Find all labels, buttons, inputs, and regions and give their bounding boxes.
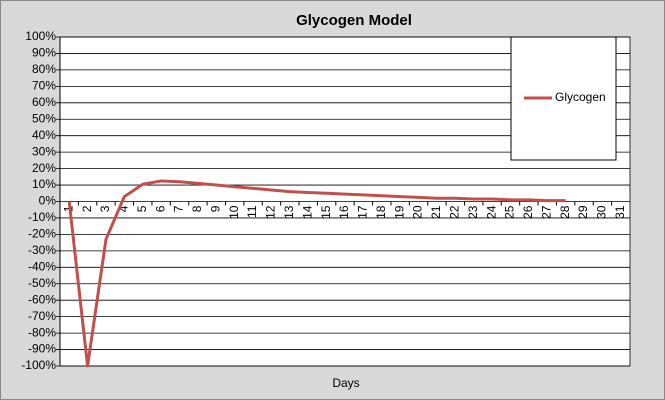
y-tick-label: -100%	[21, 358, 56, 372]
y-tick-label: -50%	[28, 276, 56, 290]
x-tick-label: 8	[190, 205, 204, 212]
y-tick-label: -80%	[28, 325, 56, 339]
x-tick-label: 1	[61, 205, 75, 212]
x-tick-label: 23	[466, 205, 480, 219]
y-tick-label: 20%	[32, 161, 56, 175]
x-tick-label: 26	[521, 205, 535, 219]
x-tick-label: 5	[135, 205, 149, 212]
x-tick-label: 6	[153, 205, 167, 212]
x-tick-label: 27	[539, 205, 553, 219]
x-tick-label: 3	[98, 205, 112, 212]
x-tick-label: 24	[484, 205, 498, 219]
x-tick-label: 13	[282, 205, 296, 219]
x-tick-label: 7	[172, 205, 186, 212]
y-tick-label: -60%	[28, 292, 56, 306]
x-tick-label: 31	[613, 205, 627, 219]
x-tick-label: 2	[80, 205, 94, 212]
y-tick-label: 100%	[25, 29, 56, 43]
x-tick-label: 19	[392, 205, 406, 219]
y-tick-label: -40%	[28, 259, 56, 273]
x-tick-label: 16	[337, 205, 351, 219]
x-tick-label: 11	[245, 205, 259, 218]
y-tick-label: 70%	[32, 79, 56, 93]
data-line	[67, 179, 566, 368]
x-tick-label: 4	[117, 205, 131, 212]
x-tick-label: 25	[503, 205, 517, 219]
y-tick-label: -20%	[28, 227, 56, 241]
x-tick-label: 28	[558, 205, 572, 219]
x-tick-label: 21	[429, 205, 443, 219]
y-tick-label: -90%	[28, 342, 56, 356]
x-tick-label: 9	[208, 205, 222, 212]
y-tick-label: -70%	[28, 309, 56, 323]
y-tick-label: 50%	[32, 111, 56, 125]
x-axis-title: Days	[332, 376, 359, 390]
x-tick-label: 20	[411, 205, 425, 219]
y-tick-label: 80%	[32, 62, 56, 76]
x-tick-label: 17	[356, 205, 370, 219]
x-tick-label: 12	[264, 205, 278, 219]
x-tick-label: 18	[374, 205, 388, 219]
x-tick-label: 22	[447, 205, 461, 219]
x-tick-label: 10	[227, 205, 241, 219]
y-tick-label: 0%	[39, 194, 57, 208]
y-tick-label: -30%	[28, 243, 56, 257]
y-tick-label: 60%	[32, 95, 56, 109]
y-tick-label: 90%	[32, 46, 56, 60]
x-tick-label: 30	[595, 205, 609, 219]
y-tick-label: 10%	[32, 177, 56, 191]
y-tick-label: 40%	[32, 128, 56, 142]
x-tick-label: 14	[300, 205, 314, 219]
y-tick-label: -10%	[28, 210, 56, 224]
legend-label: Glycogen	[555, 90, 606, 104]
legend: Glycogen	[510, 36, 617, 161]
x-tick-label: 15	[319, 205, 333, 219]
chart-title: Glycogen Model	[296, 12, 412, 29]
x-tick-label: 29	[576, 205, 590, 219]
y-tick-label: 30%	[32, 144, 56, 158]
